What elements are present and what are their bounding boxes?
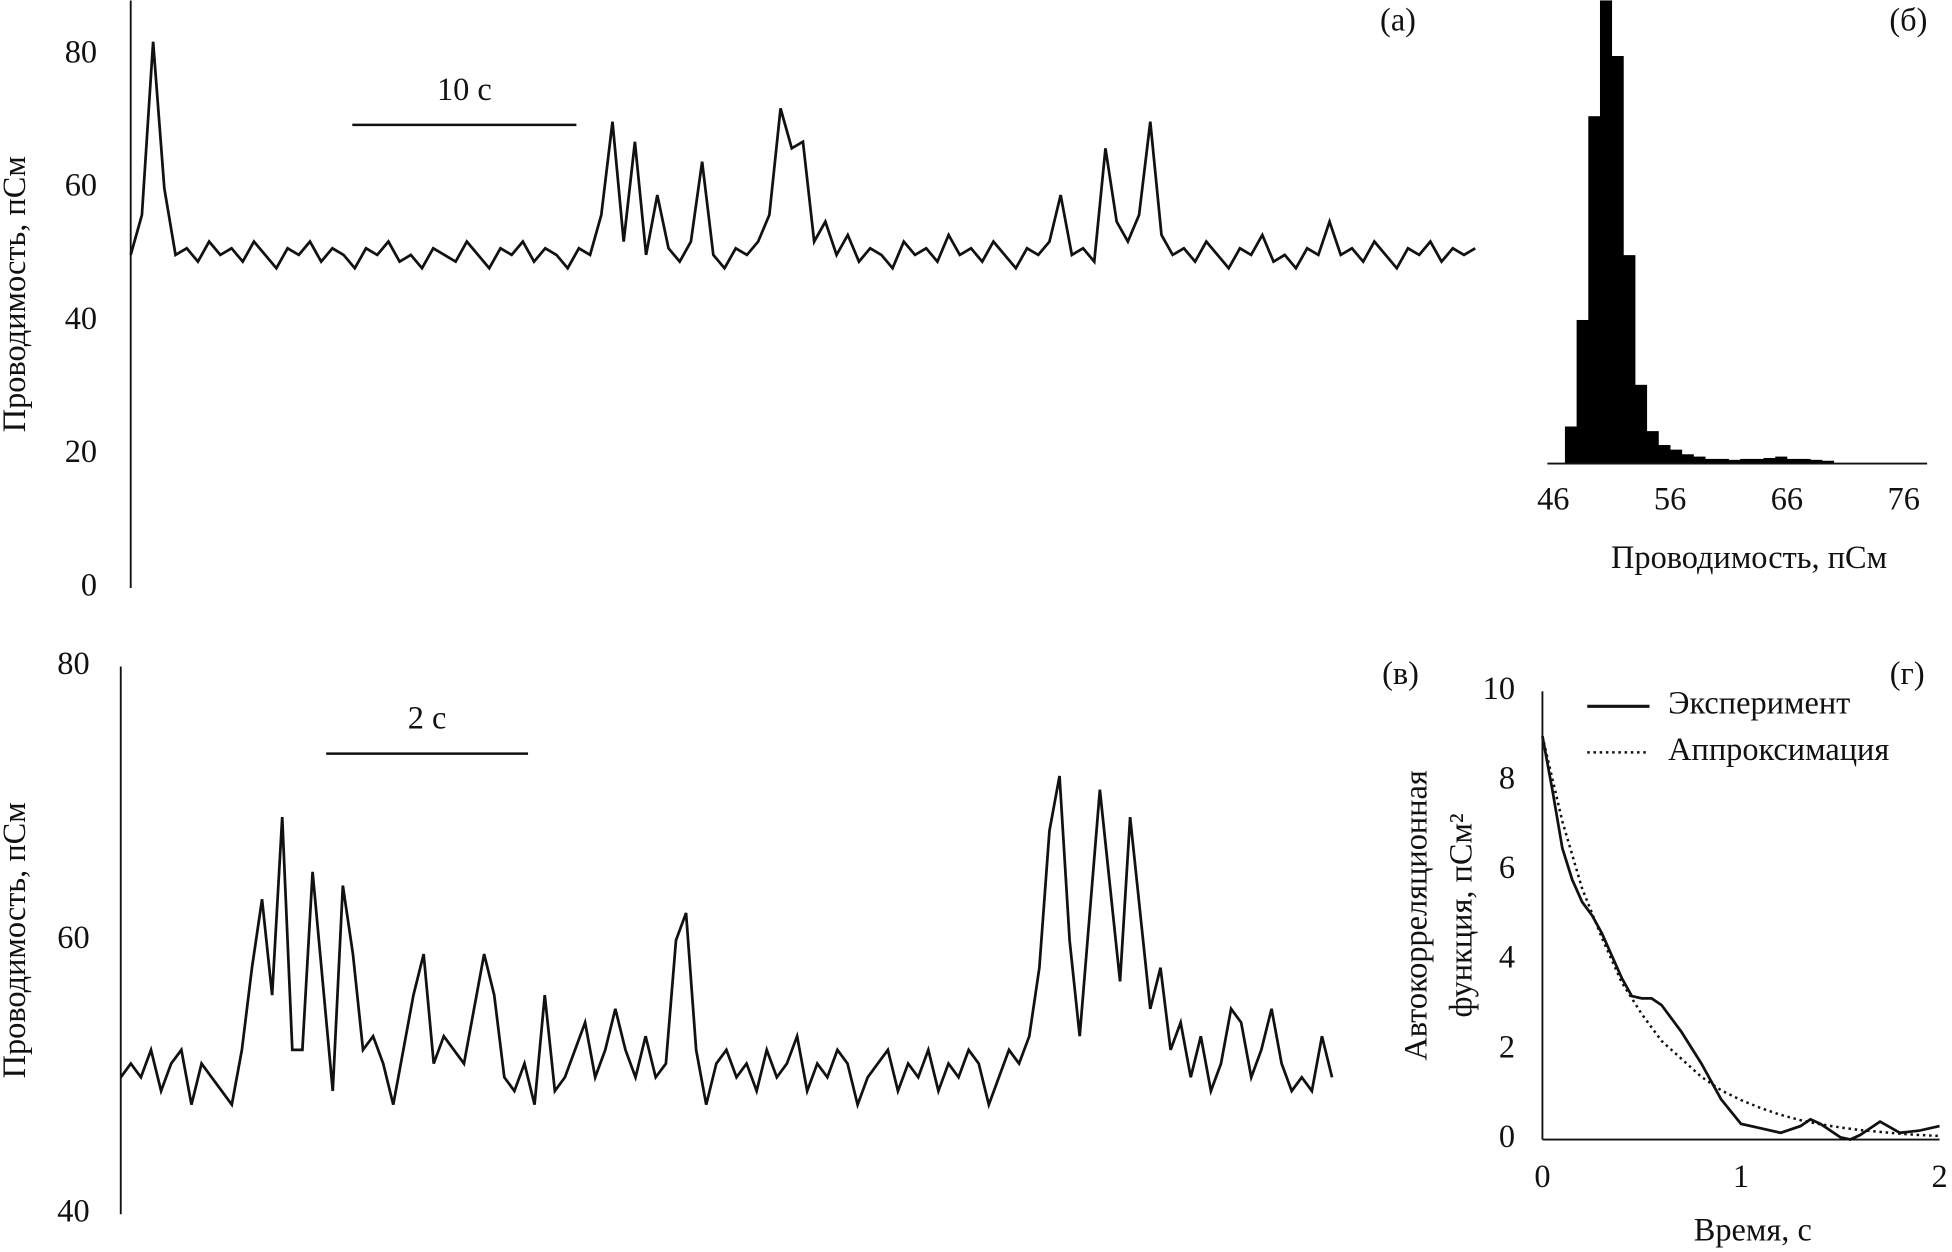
y-tick-label: 60 (57, 919, 89, 955)
data-line (1541, 735, 1940, 1138)
hist-bar (1599, 0, 1613, 464)
x-tick-label: 46 (1537, 481, 1569, 517)
y-tick-label: 20 (65, 433, 97, 469)
panel-label: (г) (1890, 655, 1925, 691)
panel-label: (а) (1380, 1, 1416, 37)
hist-bar (1728, 459, 1741, 464)
hist-bar (1821, 460, 1835, 464)
y-tick-label: 4 (1499, 939, 1515, 975)
y-tick-label: 0 (81, 566, 97, 602)
scale-bar-label: 2 с (408, 700, 447, 736)
y-axis-label: Автокорреляционная (1398, 770, 1434, 1061)
hist-bar (1611, 56, 1624, 464)
x-axis-label: Проводимость, пСм (1611, 539, 1887, 575)
x-axis-label: Время, с (1694, 1211, 1812, 1247)
hist-bar (1635, 384, 1648, 464)
x-tick-label: 1 (1733, 1158, 1749, 1194)
y-tick-label: 40 (57, 1193, 89, 1229)
hist-bar (1786, 458, 1799, 464)
y-tick-label: 40 (65, 300, 97, 336)
hist-bar (1670, 449, 1683, 464)
hist-bar (1775, 456, 1788, 464)
y-tick-label: 60 (65, 167, 97, 203)
x-tick-label: 0 (1534, 1158, 1550, 1194)
x-tick-label: 2 (1931, 1158, 1947, 1194)
hist-bar (1681, 454, 1694, 464)
hist-bar (1716, 458, 1729, 464)
y-tick-label: 2 (1499, 1028, 1515, 1064)
scale-bar-label: 10 с (437, 71, 492, 107)
hist-bar (1576, 319, 1589, 464)
x-tick-label: 66 (1771, 481, 1803, 517)
x-tick-label: 56 (1654, 481, 1686, 517)
y-tick-label: 80 (57, 645, 89, 681)
hist-bar (1658, 445, 1671, 464)
hist-bar (1763, 457, 1776, 464)
y-tick-label: 0 (1499, 1118, 1515, 1154)
hist-bar (1751, 458, 1764, 464)
y-axis-label: Проводимость, пСм (0, 802, 32, 1078)
hist-bar (1693, 456, 1706, 464)
hist-bar (1646, 431, 1659, 464)
panel-label: (б) (1889, 1, 1927, 37)
panel-label: (в) (1382, 655, 1419, 691)
hist-bar (1623, 255, 1636, 464)
y-tick-label: 10 (1483, 670, 1515, 706)
y-axis-label: Проводимость, пСм (0, 156, 32, 432)
x-tick-label: 76 (1888, 481, 1920, 517)
data-line (119, 775, 1334, 1110)
y-tick-label: 8 (1499, 759, 1515, 795)
hist-bar (1588, 116, 1601, 464)
hist-bar (1810, 459, 1823, 464)
hist-bar (1564, 426, 1577, 464)
hist-bar (1740, 458, 1753, 464)
data-line (129, 41, 1476, 271)
y-axis-label: функция, пСм² (1442, 813, 1478, 1017)
hist-bar (1705, 458, 1718, 464)
y-tick-label: 80 (65, 33, 97, 69)
legend-label: Аппроксимация (1668, 731, 1889, 767)
y-tick-label: 6 (1499, 849, 1515, 885)
hist-bar (1798, 458, 1811, 464)
legend-label: Эксперимент (1668, 685, 1850, 721)
data-line (1541, 735, 1940, 1141)
